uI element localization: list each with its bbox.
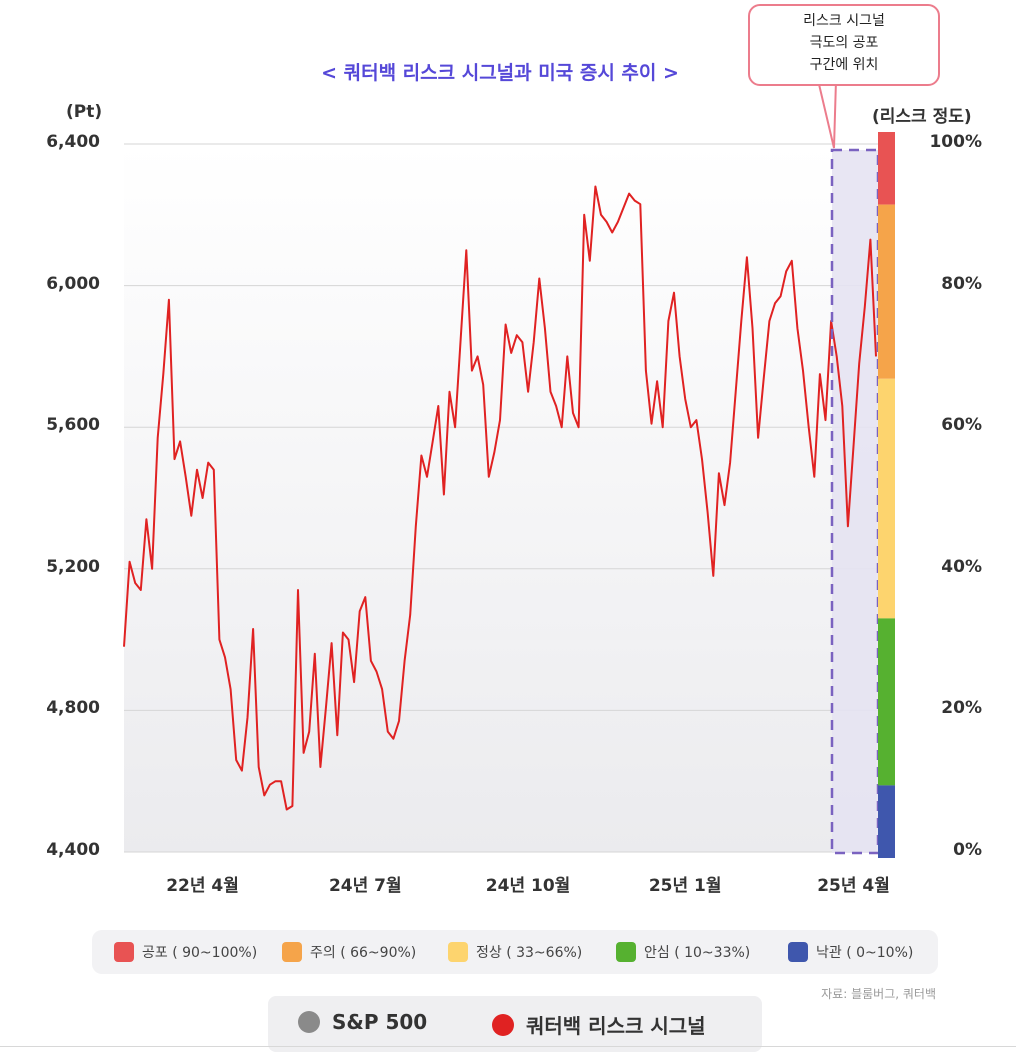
y-axis-right-tick: 0% (953, 840, 982, 860)
y-axis-left-tick: 4,800 (46, 698, 100, 719)
legend-item-optimism: 낙관 ( 0~10%) (788, 942, 913, 962)
legend-swatch-caution (282, 942, 302, 962)
legend-label-caution: 주의 ( 66~90%) (310, 945, 417, 961)
x-axis-tick: 24년 7월 (328, 876, 402, 896)
series-line-risk-signal (123, 185, 877, 811)
legend-item-fear: 공포 ( 90~100%) (114, 942, 257, 962)
risk-band-segment (878, 204, 895, 379)
series-legend: S&P 500 쿼터백 리스크 시그널 (268, 996, 762, 1052)
risk-gauge (878, 132, 895, 858)
callout-box: 리스크 시그널 극도의 공포 구간에 위치 (748, 4, 940, 86)
y-axis-left-tick: 6,000 (46, 273, 100, 294)
series-legend-sp500: S&P 500 (298, 1010, 427, 1034)
callout-line-3: 구간에 위치 (809, 57, 879, 73)
y-axis-left-tick: 5,600 (46, 415, 100, 436)
y-axis-right-tick: 40% (941, 556, 982, 577)
chart-title: < 쿼터백 리스크 시그널과 미국 증시 추이 > (321, 62, 679, 84)
series-dot-risk-signal (492, 1013, 514, 1036)
legend-swatch-normal (448, 942, 468, 962)
callout-line-2: 극도의 공포 (809, 35, 879, 51)
y-axis-left-tick: 4,400 (46, 840, 100, 860)
series-dot-sp500 (298, 1011, 320, 1033)
legend-label-relief: 안심 ( 10~33%) (644, 945, 751, 961)
y-axis-right-tick: 60% (941, 415, 982, 436)
series-legend-risk-signal: 쿼터백 리스크 시그널 (492, 1010, 706, 1039)
legend-item-relief: 안심 ( 10~33%) (616, 942, 750, 962)
risk-band-segment (878, 378, 895, 619)
legend-item-normal: 정상 ( 33~66%) (448, 942, 582, 962)
legend-item-caution: 주의 ( 66~90%) (282, 942, 416, 962)
y-axis-right-unit: (리스크 정도) (872, 107, 972, 127)
plot-background (124, 144, 876, 852)
risk-legend: 공포 ( 90~100%) 주의 ( 66~90%) 정상 ( 33~66%) … (92, 930, 938, 974)
x-axis-tick: 22년 4월 (166, 876, 239, 896)
bottom-divider (0, 1046, 1016, 1047)
y-axis-left-tick: 5,200 (46, 556, 100, 577)
legend-label-optimism: 낙관 ( 0~10%) (816, 945, 914, 961)
risk-band-segment (878, 132, 895, 205)
legend-swatch-relief (616, 942, 636, 962)
x-axis-tick: 25년 4월 (817, 876, 890, 896)
series-label-risk-signal: 쿼터백 리스크 시그널 (526, 1014, 706, 1038)
highlight-region (832, 150, 878, 853)
source-note: 자료: 블룸버그, 쿼터백 (821, 987, 936, 1001)
legend-label-fear: 공포 ( 90~100%) (142, 945, 258, 961)
series-layer (123, 185, 877, 811)
callout-pointer (816, 79, 838, 149)
y-axis-left-tick: 6,400 (46, 132, 100, 152)
risk-band-segment (878, 785, 895, 858)
y-axis-right-tick: 20% (941, 698, 982, 719)
legend-swatch-optimism (788, 942, 808, 962)
x-axis-tick: 25년 1월 (648, 876, 722, 896)
legend-swatch-fear (114, 942, 134, 962)
y-axis-right-tick: 80% (941, 273, 982, 294)
risk-band-segment (878, 618, 895, 786)
grid-lines (124, 143, 878, 853)
legend-label-normal: 정상 ( 33~66%) (476, 945, 583, 961)
y-axis-right-tick: 100% (929, 132, 982, 152)
x-axis-tick: 24년 10월 (485, 876, 571, 896)
series-label-sp500: S&P 500 (332, 1010, 428, 1034)
y-axis-left-unit: (Pt) (66, 102, 103, 122)
callout-line-1: 리스크 시그널 (803, 13, 885, 29)
